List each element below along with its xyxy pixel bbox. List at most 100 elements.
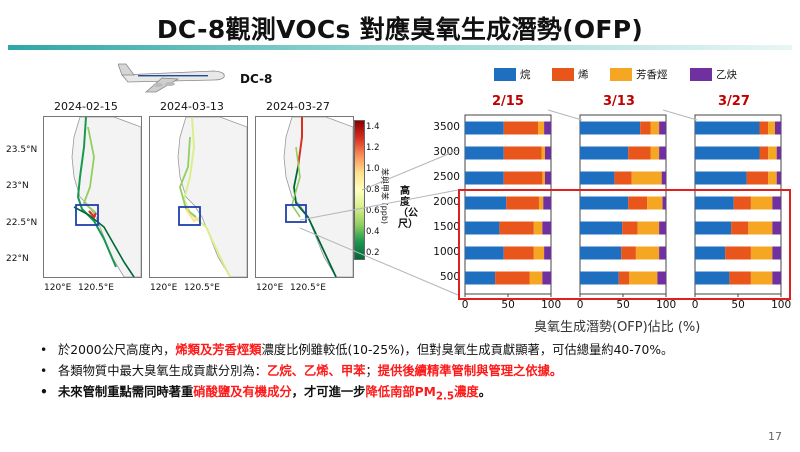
legend-label-alkane: 烷 [520,68,531,81]
bar-segment-alkyne [544,121,551,135]
x-tick-label: 50 [731,299,745,311]
bar-segment-alkene [628,146,651,160]
bar-segment-alkane [580,171,615,185]
bar-segment-alkane [465,121,504,135]
bullet-item-1: • 於2000公尺高度內，烯類及芳香烴類濃度比例雖較低(10-25%)，但對臭氧… [38,342,768,359]
map-date-3: 2024-03-27 [266,100,330,113]
bar-segment-alkene [746,171,769,185]
bullet-highlight-subscript: 2.5 [435,390,455,403]
legend-item-alkene: 烯 [552,66,589,82]
bullet-text: 濃度比例雖較低(10-25%)，但對臭氧生成貢獻顯著，可估總量約40-70%。 [261,343,674,357]
legend-item-alkyne: 乙炔 [690,66,737,82]
x-tick-label: 0 [576,299,584,311]
legend-swatch-alkene [552,67,574,81]
lon-label-120-5-1: 120.5°E [78,283,114,293]
colorbar-tick: 1.4 [366,122,380,132]
legend-label-aromatic: 芳香烴 [636,68,668,81]
panel-date-2: 3/13 [603,94,635,109]
lat-label-23-5: 23.5°N [6,145,38,155]
airplane-icon [118,63,225,93]
lat-label-23: 23°N [6,181,29,191]
legend-swatch-aromatic [610,67,632,81]
bar-segment-aromatic [650,121,660,135]
bar-segment-alkene [759,146,769,160]
bar-segment-alkane [465,146,504,160]
lon-label-120-1: 120°E [44,283,72,293]
bar-segment-aromatic [631,171,662,185]
bullet-text: ； [365,364,378,378]
bar-segment-alkane [695,171,747,185]
legend-swatch-alkane [494,67,516,81]
taiwan-map-2 [177,117,247,277]
bar-segment-alkyne [776,171,781,185]
colorbar [354,120,365,260]
panel-date-1: 2/15 [492,94,524,109]
lon-label-120-2: 120°E [150,283,178,293]
bar-segment-alkyne [544,146,551,160]
x-tick-label: 0 [691,299,699,311]
page-number: 17 [768,430,782,443]
colorbar-tick: 1.2 [366,143,380,153]
bullet-dot-icon: • [40,385,48,399]
map-date-1: 2024-02-15 [54,100,118,113]
legend-label-alkene: 烯 [578,68,589,81]
title-underline [8,45,792,50]
bullet-highlight: 提供後續精準管制與管理之依據。 [377,364,563,378]
bullet-text: 於2000公尺高度內， [58,343,176,357]
bar-segment-alkyne [774,121,781,135]
panel-date-3: 3/27 [718,94,750,109]
lat-label-22: 22°N [6,254,29,264]
bullet-text: ，才可進一步 [291,385,366,399]
colorbar-tick: 0.6 [366,206,380,216]
colorbar-title: 苯與甲苯 (ppb) [380,168,389,225]
bullet-item-3: • 未來管制重點需同時著重硝酸鹽及有機成分，才可進一步降低南部PM2.5濃度。 [38,384,768,405]
bar-segment-alkane [695,146,760,160]
lon-label-120-5-2: 120.5°E [184,283,220,293]
bar-segment-alkyne [544,171,551,185]
x-tick-label: 100 [656,299,677,311]
y-axis-title: 高度（公尺） [398,186,418,230]
x-tick-label: 50 [616,299,630,311]
bullet-highlight: 烯類及芳香烴類 [175,343,262,357]
lon-label-120-3: 120°E [256,283,284,293]
bar-segment-alkene [503,146,542,160]
lon-label-120-5-3: 120.5°E [290,283,326,293]
bullet-text: 未來管制重點需同時著重 [58,385,194,399]
bar-segment-aromatic [768,121,775,135]
bar-segment-alkene [503,121,539,135]
bar-segment-aromatic [542,171,545,185]
colorbar-tick: 0.4 [366,227,380,237]
bar-segment-alkane [695,121,760,135]
legend-swatch-alkyne [690,67,712,81]
x-tick-label: 50 [501,299,515,311]
bullet-text: 各類物質中最大臭氧生成貢獻分別為： [58,364,268,378]
y-tick-label: 1000 [433,246,460,258]
y-tick-label: 500 [439,271,460,283]
bar-segment-aromatic [538,121,545,135]
bar-segment-alkane [465,171,504,185]
below-2000m-highlight-frame [458,189,791,300]
bar-segment-alkyne [661,171,666,185]
colorbar-tick: 0.8 [366,185,380,195]
bullet-highlight: 濃度 [454,385,479,399]
taiwan-map-1 [71,117,141,277]
bullet-dot-icon: • [40,364,48,378]
bullet-highlight: 降低南部PM [365,385,436,399]
y-tick-label: 3500 [433,121,460,133]
lat-label-22-5: 22.5°N [6,218,38,228]
bullet-list: • 於2000公尺高度內，烯類及芳香烴類濃度比例雖較低(10-25%)，但對臭氧… [38,342,768,409]
bar-segment-alkyne [659,146,666,160]
colorbar-tick: 0.2 [366,248,380,258]
taiwan-map-3 [283,117,353,277]
connector-line [547,109,583,121]
bar-segment-aromatic [768,171,777,185]
legend-item-aromatic: 芳香烴 [610,66,668,82]
legend-label-alkyne: 乙炔 [716,68,737,81]
y-tick-label: 2000 [433,196,460,208]
x-tick-label: 100 [541,299,562,311]
bullet-highlight: 硝酸鹽及有機成分 [193,385,292,399]
flight-track-map-2 [149,116,248,278]
bar-segment-aromatic [541,146,545,160]
connector-line [662,109,698,121]
y-tick-label: 2500 [433,171,460,183]
